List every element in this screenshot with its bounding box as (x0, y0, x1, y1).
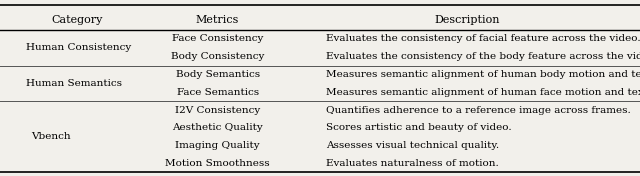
Text: Scores artistic and beauty of video.: Scores artistic and beauty of video. (326, 123, 512, 132)
Text: Human Consistency: Human Consistency (26, 43, 131, 52)
Text: Category: Category (51, 15, 102, 25)
Text: Assesses visual technical quality.: Assesses visual technical quality. (326, 141, 500, 150)
Text: Body Consistency: Body Consistency (171, 52, 264, 61)
Text: Measures semantic alignment of human face motion and text prompt.: Measures semantic alignment of human fac… (326, 88, 640, 97)
Text: Evaluates naturalness of motion.: Evaluates naturalness of motion. (326, 159, 499, 168)
Text: Face Consistency: Face Consistency (172, 34, 263, 43)
Text: Human Semantics: Human Semantics (26, 79, 122, 88)
Text: Evaluates the consistency of facial feature across the video.: Evaluates the consistency of facial feat… (326, 34, 640, 43)
Text: Aesthetic Quality: Aesthetic Quality (172, 123, 263, 132)
Text: Evaluates the consistency of the body feature across the video.: Evaluates the consistency of the body fe… (326, 52, 640, 61)
Text: Vbench: Vbench (31, 132, 71, 141)
Text: Motion Smoothness: Motion Smoothness (165, 159, 270, 168)
Text: Quantifies adherence to a reference image across frames.: Quantifies adherence to a reference imag… (326, 106, 631, 115)
Text: Face Semantics: Face Semantics (177, 88, 259, 97)
Text: I2V Consistency: I2V Consistency (175, 106, 260, 115)
Text: Imaging Quality: Imaging Quality (175, 141, 260, 150)
Text: Body Semantics: Body Semantics (175, 70, 260, 79)
Text: Measures semantic alignment of human body motion and text prompt.: Measures semantic alignment of human bod… (326, 70, 640, 79)
Text: Description: Description (435, 15, 500, 25)
Text: Metrics: Metrics (196, 15, 239, 25)
